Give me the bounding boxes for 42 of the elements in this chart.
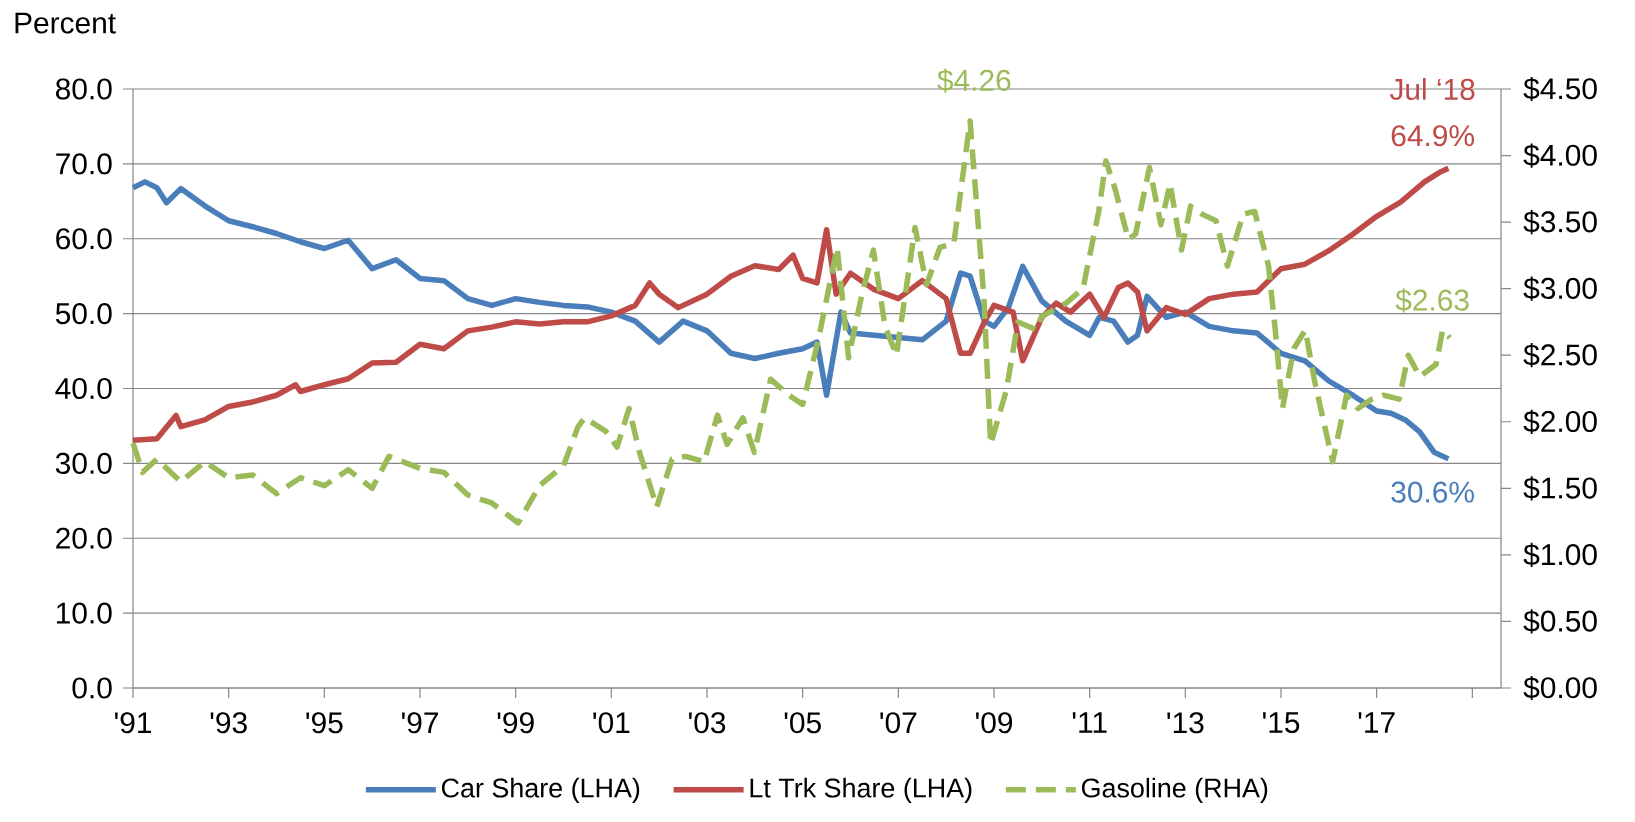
x-tick-label: '95 [306,712,343,734]
x-tick-label: '91 [115,712,152,734]
x-tick-label: '03 [689,712,726,734]
y2-tick-label: $3.00 [1523,276,1597,301]
y2-tick-label: $1.50 [1523,476,1597,501]
x-tick-label: '01 [593,712,630,734]
y2-tick-label: $1.00 [1523,542,1597,567]
y2-tick-label: $2.00 [1523,409,1597,434]
y-tick-label: 0.0 [72,677,112,699]
x-tick-label: '09 [976,712,1013,734]
x-tick-label: '15 [1263,712,1300,734]
x-tick-label: '07 [880,712,917,734]
annotation: 64.9% [1391,125,1474,147]
y-tick-label: 50.0 [55,303,112,325]
y-tick-label: 10.0 [56,602,112,624]
y-tick-label: 20.0 [56,527,112,549]
y2-tick-label: $3.50 [1523,210,1597,235]
y-axis-title: Percent [15,12,116,34]
y-tick-label: 30.0 [55,452,112,474]
legend-label: Car Share (LHA) [441,777,640,803]
x-tick-label: '93 [210,712,247,734]
x-tick-label: '13 [1167,712,1204,734]
y2-tick-label: $4.50 [1523,76,1597,102]
legend-label: Lt Trk Share (LHA) [750,777,972,803]
x-tick-label: '97 [402,712,438,734]
legend-label: Gasoline (RHA) [1081,777,1268,803]
x-tick-label: '05 [784,712,821,734]
y2-tick-label: $4.00 [1523,143,1597,168]
y-tick-label: 70.0 [56,153,112,175]
annotation: Jul ‘18 [1389,78,1475,100]
annotation: 30.6% [1391,481,1474,503]
y2-tick-label: $2.50 [1523,343,1597,368]
y-tick-label: 80.0 [55,78,112,100]
annotation: $4.26 [937,68,1011,93]
x-tick-label: '17 [1358,712,1395,733]
y2-tick-label: $0.00 [1523,675,1597,701]
x-tick-label: '99 [497,712,534,734]
y2-tick-label: $0.50 [1523,609,1597,634]
y-tick-label: 60.0 [56,228,112,250]
annotation: $2.63 [1395,288,1469,313]
x-tick-label: '11 [1072,712,1107,733]
y-tick-label: 40.0 [55,377,112,400]
